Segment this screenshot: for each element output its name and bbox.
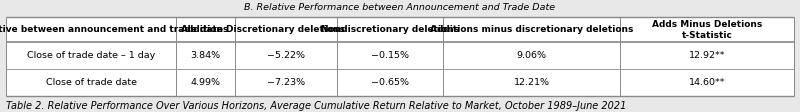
Text: Nondiscretionary deletions: Nondiscretionary deletions <box>321 25 459 34</box>
Bar <box>6 17 794 96</box>
Text: Close of trade date – 1 day: Close of trade date – 1 day <box>27 51 155 60</box>
Text: −0.15%: −0.15% <box>371 51 409 60</box>
Text: B. Relative Performance between Announcement and Trade Date: B. Relative Performance between Announce… <box>245 3 555 12</box>
Text: Additions: Additions <box>181 25 230 34</box>
Text: 9.06%: 9.06% <box>517 51 547 60</box>
Text: 12.92**: 12.92** <box>689 51 726 60</box>
Text: 12.21%: 12.21% <box>514 78 550 87</box>
Text: 3.84%: 3.84% <box>190 51 220 60</box>
Text: Adds Minus Deletions
t-Statistic: Adds Minus Deletions t-Statistic <box>652 20 762 40</box>
Text: −0.65%: −0.65% <box>371 78 409 87</box>
Text: −7.23%: −7.23% <box>266 78 305 87</box>
Text: −5.22%: −5.22% <box>267 51 305 60</box>
Text: 14.60**: 14.60** <box>689 78 726 87</box>
Text: Close of trade date: Close of trade date <box>46 78 137 87</box>
Text: Table 2. Relative Performance Over Various Horizons, Average Cumulative Return R: Table 2. Relative Performance Over Vario… <box>6 101 626 111</box>
Text: 4.99%: 4.99% <box>190 78 220 87</box>
Text: Additions minus discretionary deletions: Additions minus discretionary deletions <box>430 25 634 34</box>
Text: Cumulative between announcement and trade date: Cumulative between announcement and trad… <box>0 25 222 34</box>
Text: Discretionary deletions: Discretionary deletions <box>226 25 346 34</box>
